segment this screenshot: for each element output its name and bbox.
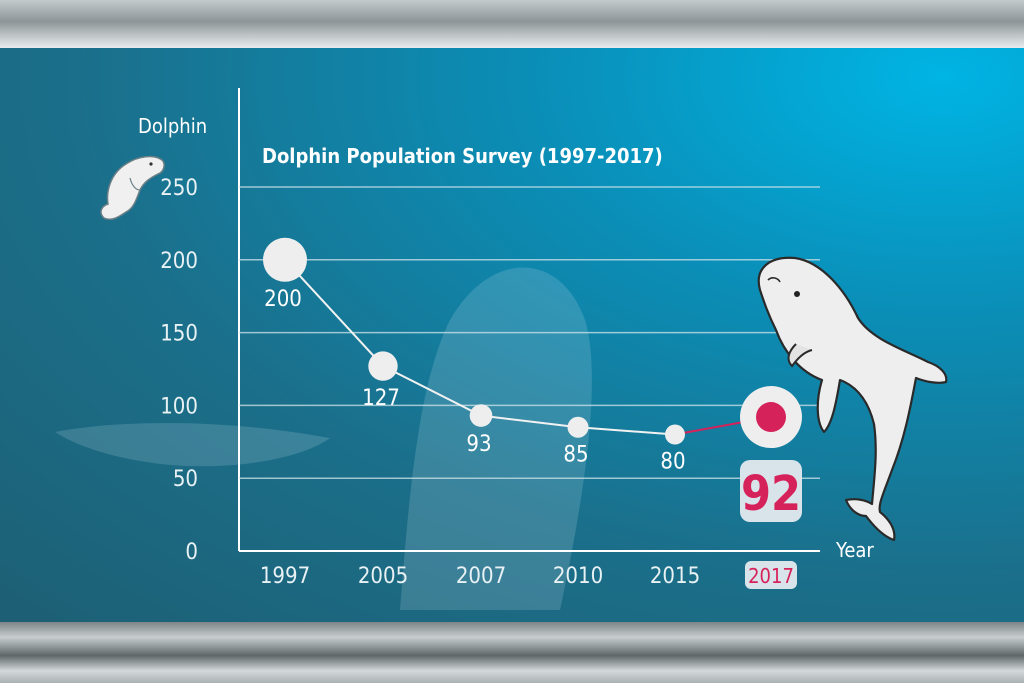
x-tick-label: 2015	[650, 564, 700, 589]
data-label: 200	[264, 287, 302, 312]
series-segment	[382, 365, 482, 417]
x-tick-label: 2005	[358, 564, 408, 589]
background-dolphin-silhouette	[55, 267, 592, 610]
data-label: 127	[362, 386, 400, 411]
series-line	[284, 259, 772, 436]
data-labels: 200 127 93 85 80	[264, 287, 685, 475]
data-point	[368, 351, 398, 381]
x-tick-label: 2017	[748, 564, 794, 588]
highlight-value-label: 92	[741, 466, 801, 522]
x-axis-title: Year	[835, 538, 874, 562]
x-tick-label: 2007	[456, 564, 506, 589]
background-photo-bottom	[0, 622, 1024, 683]
data-label: 93	[466, 432, 491, 457]
y-tick-label: 0	[185, 540, 198, 565]
small-dolphin-icon	[100, 155, 165, 221]
data-label: 80	[660, 450, 685, 475]
x-tick-labels: 1997 2005 2007 2010 2015 2017	[260, 561, 797, 589]
background-photo-top	[0, 0, 1024, 48]
series-segment	[284, 259, 384, 367]
y-tick-label: 150	[160, 322, 198, 347]
chart-title: Dolphin Population Survey (1997-2017)	[262, 144, 663, 168]
data-point	[665, 424, 685, 445]
y-tick-label: 200	[160, 249, 198, 274]
data-point	[263, 237, 307, 282]
large-dolphin-illustration	[757, 256, 948, 542]
y-tick-label: 250	[160, 176, 198, 201]
series-segment	[577, 426, 676, 436]
y-axis-title: Dolphin	[138, 114, 207, 138]
x-tick-label: 2010	[553, 564, 603, 589]
highlight-tick-background	[745, 561, 797, 589]
data-points	[263, 237, 802, 449]
y-tick-labels: 0 50 100 150 200 250	[160, 176, 198, 565]
data-label: 85	[563, 443, 588, 468]
highlight-value-box: 92	[740, 460, 802, 522]
y-tick-label: 100	[160, 394, 198, 419]
gridlines	[239, 186, 820, 479]
series-segment	[480, 414, 579, 429]
y-tick-label: 50	[173, 467, 198, 492]
data-point	[567, 416, 589, 438]
x-tick-label: 1997	[260, 564, 310, 589]
highlight-data-point-core	[756, 402, 786, 433]
data-point	[469, 404, 493, 427]
